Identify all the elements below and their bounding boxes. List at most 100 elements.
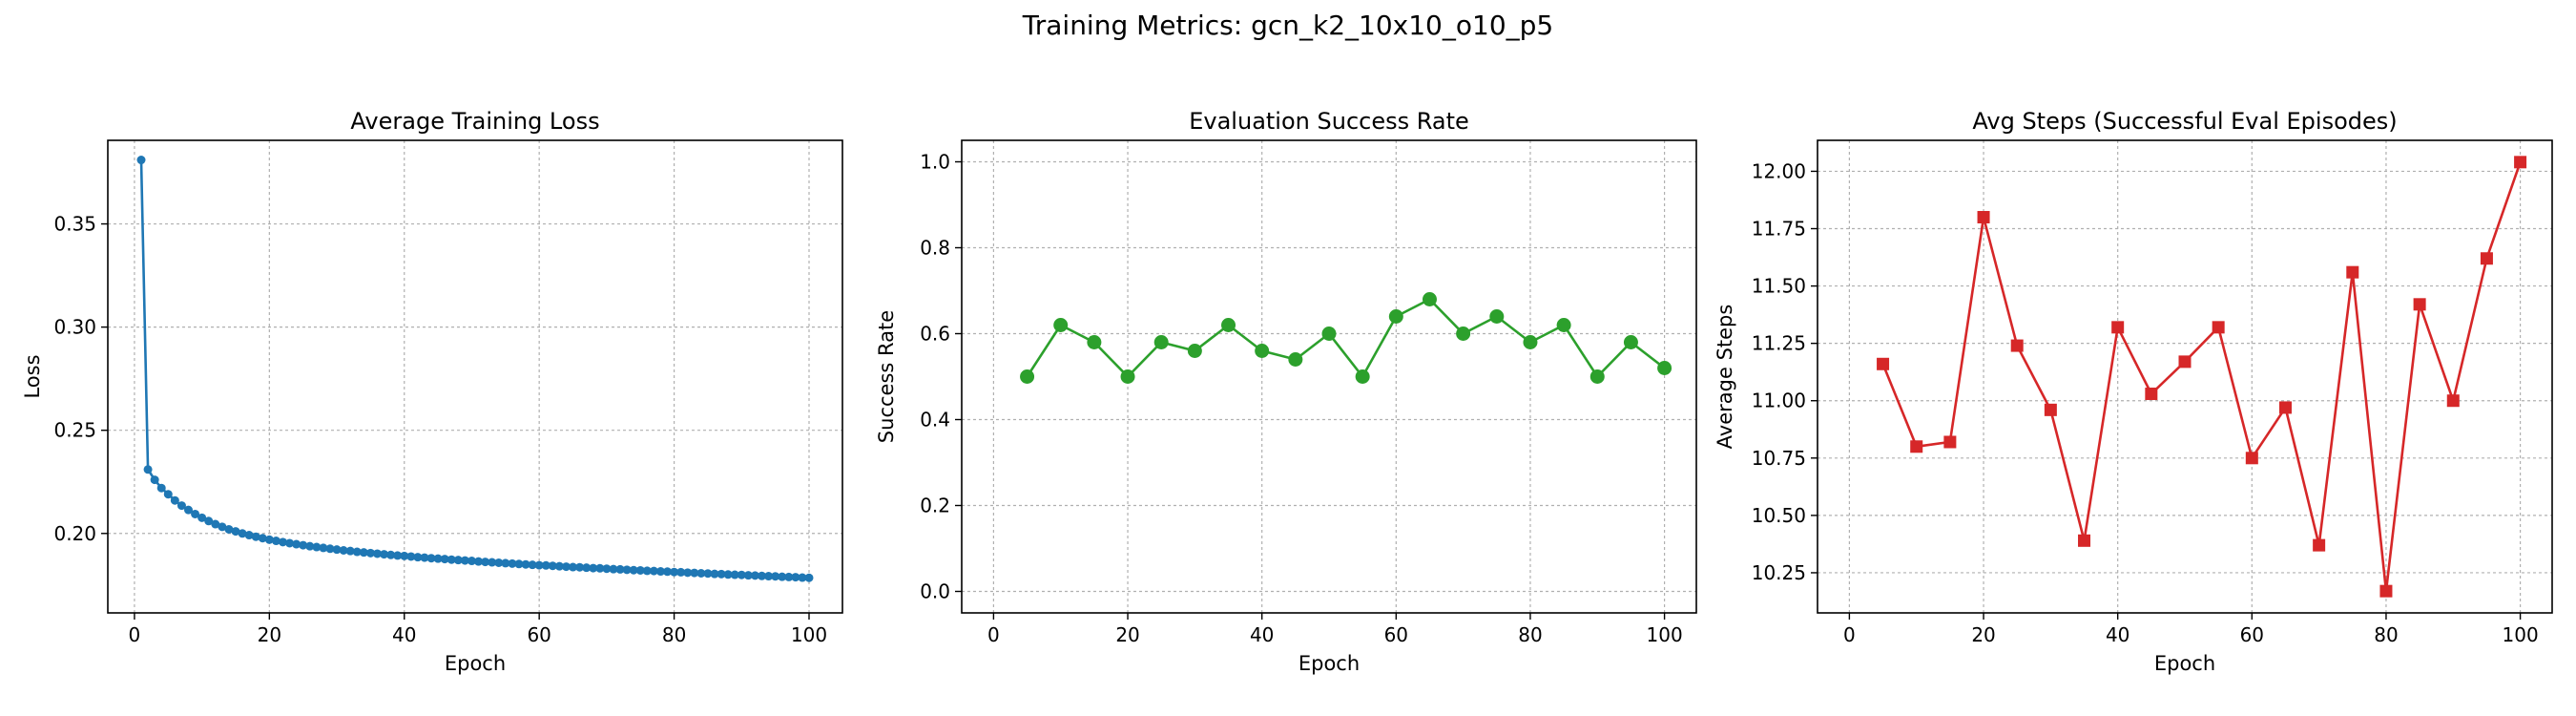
data-point [655, 567, 665, 577]
y-tick-label: 12.00 [1752, 159, 1806, 182]
data-point [784, 572, 794, 581]
data-point [690, 568, 699, 578]
x-axis-label: Epoch [1298, 652, 1360, 675]
data-point [325, 544, 335, 554]
y-axis-label: Average Steps [1714, 305, 1736, 450]
x-tick-label: 40 [1250, 623, 1274, 646]
data-point [622, 565, 632, 575]
data-point [1288, 352, 1303, 367]
data-point [1422, 292, 1437, 306]
x-tick-label: 60 [527, 623, 551, 646]
x-tick-label: 100 [1647, 623, 1683, 646]
data-point [197, 513, 207, 522]
y-axis-label: Success Rate [875, 310, 898, 443]
data-point [2313, 538, 2326, 552]
data-point [400, 551, 409, 560]
data-point [791, 573, 800, 582]
data-point [798, 573, 807, 582]
data-point [352, 547, 362, 557]
data-point [136, 156, 146, 165]
data-point [676, 567, 686, 577]
data-point [406, 552, 416, 561]
x-tick-label: 60 [1384, 623, 1408, 646]
data-point [582, 563, 592, 573]
chart-title: Avg Steps (Successful Eval Episodes) [1972, 108, 2397, 135]
data-point [1087, 335, 1102, 349]
data-point [359, 548, 368, 558]
data-point [501, 558, 510, 568]
data-point [244, 531, 254, 540]
data-point [1589, 369, 1605, 384]
data-point [426, 554, 436, 563]
figure-title: Training Metrics: gcn_k2_10x10_o10_p5 [1022, 10, 1553, 41]
y-tick-label: 0.8 [920, 237, 950, 260]
data-point [534, 560, 544, 570]
data-point [191, 509, 200, 518]
data-point [737, 570, 746, 579]
data-point [730, 570, 739, 579]
data-point [447, 555, 456, 564]
data-point [1321, 326, 1337, 341]
plot-frame [107, 139, 843, 614]
data-point [1355, 369, 1370, 384]
data-point [1977, 210, 1990, 223]
data-point [163, 490, 173, 499]
y-tick-label: 0.0 [920, 580, 950, 603]
y-tick-label: 0.6 [920, 323, 950, 346]
data-point [2514, 156, 2527, 169]
y-tick-label: 0.2 [920, 495, 950, 517]
data-point [710, 569, 719, 579]
data-point [156, 483, 166, 493]
data-point [211, 519, 220, 529]
data-point [204, 516, 214, 526]
data-point [554, 561, 564, 571]
data-point [264, 535, 274, 544]
data-point [589, 563, 598, 573]
x-tick-label: 20 [258, 623, 281, 646]
data-point [1943, 435, 1957, 449]
data-point [2413, 298, 2426, 311]
y-tick-label: 10.75 [1752, 447, 1806, 470]
x-tick-label: 80 [1518, 623, 1542, 646]
data-point [561, 562, 571, 572]
y-tick-label: 11.00 [1752, 390, 1806, 412]
data-point [2480, 252, 2493, 265]
data-point [642, 566, 652, 576]
data-point [170, 495, 179, 505]
data-point [703, 569, 713, 579]
data-point [541, 560, 551, 570]
x-tick-label: 60 [2240, 623, 2264, 646]
data-point [258, 534, 267, 543]
data-point [2346, 265, 2359, 279]
data-point [717, 569, 726, 579]
data-point [1120, 369, 1135, 384]
data-point [2446, 394, 2460, 408]
data-point [339, 546, 348, 556]
data-point [2145, 388, 2158, 401]
data-point [764, 572, 774, 581]
data-point [345, 546, 355, 556]
data-point [380, 550, 389, 559]
data-point [670, 567, 679, 577]
data-point [2212, 321, 2225, 334]
data-point [2111, 321, 2125, 334]
x-tick-label: 0 [129, 623, 141, 646]
data-point [393, 551, 403, 560]
data-point [218, 522, 227, 532]
data-point [1053, 318, 1069, 332]
data-point [386, 550, 396, 559]
data-point [183, 505, 193, 515]
x-axis-label: Epoch [445, 652, 506, 675]
x-tick-label: 80 [2374, 623, 2398, 646]
plot-frame [1817, 139, 2553, 614]
data-point [488, 558, 497, 567]
data-point [440, 555, 449, 564]
x-tick-label: 100 [791, 623, 827, 646]
data-point [278, 537, 287, 547]
data-point [305, 541, 315, 551]
data-point [143, 465, 153, 474]
plot-frame [961, 139, 1697, 614]
data-point [1221, 318, 1236, 332]
y-tick-label: 0.35 [53, 213, 96, 236]
